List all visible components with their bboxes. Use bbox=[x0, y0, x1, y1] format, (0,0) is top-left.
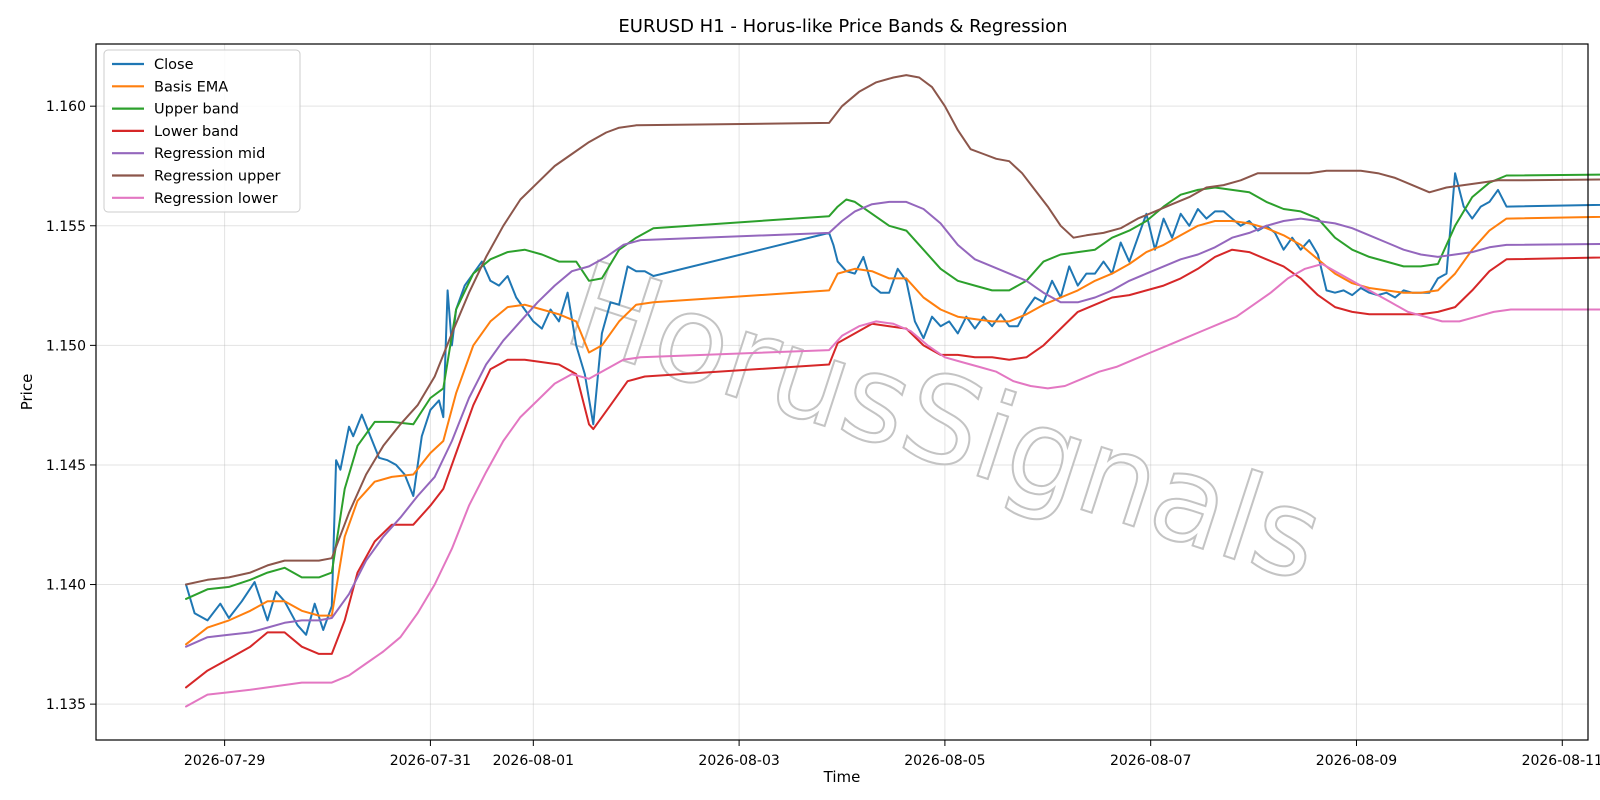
legend-box bbox=[103, 49, 301, 213]
plot-area-frame bbox=[95, 43, 1589, 741]
series-line-basis-ema bbox=[185, 215, 1600, 646]
y-tick-label: 1.150 bbox=[46, 338, 86, 354]
legend-label: Close bbox=[154, 57, 194, 73]
series-line-regression-upper bbox=[185, 74, 1600, 586]
legend-label: Basis EMA bbox=[154, 79, 228, 95]
legend-label: Regression upper bbox=[154, 169, 280, 185]
y-tick-label: 1.140 bbox=[46, 578, 86, 594]
x-tick-label: 2026-08-09 bbox=[1316, 753, 1397, 769]
series-line-upper-band bbox=[185, 173, 1600, 600]
y-tick-label: 1.135 bbox=[46, 697, 86, 713]
x-tick-label: 2026-07-29 bbox=[184, 753, 265, 769]
series-line-regression-mid bbox=[185, 200, 1600, 648]
series-line-lower-band bbox=[185, 248, 1600, 689]
legend-label: Lower band bbox=[154, 124, 239, 140]
y-tick-label: 1.160 bbox=[46, 99, 86, 115]
x-axis-title: Time bbox=[823, 768, 861, 786]
x-tick-label: 2026-08-11 bbox=[1522, 753, 1600, 769]
legend-label: Regression lower bbox=[154, 191, 278, 207]
y-axis: 1.135 1.140 1.145 1.150 1.155 1.160 bbox=[46, 99, 96, 713]
x-tick-label: 2026-08-01 bbox=[493, 753, 574, 769]
x-tick-label: 2026-07-31 bbox=[390, 753, 471, 769]
y-tick-label: 1.155 bbox=[46, 219, 86, 235]
legend-label: Regression mid bbox=[154, 146, 265, 162]
y-tick-label: 1.145 bbox=[46, 458, 86, 474]
y-axis-title: Price bbox=[18, 374, 36, 411]
series-line-regression-lower bbox=[185, 263, 1600, 708]
series-group bbox=[185, 74, 1600, 708]
x-tick-label: 2026-08-03 bbox=[698, 753, 779, 769]
x-tick-label: 2026-08-05 bbox=[904, 753, 985, 769]
legend-label: Upper band bbox=[154, 102, 239, 118]
x-axis: 2026-07-29 2026-07-31 2026-08-01 2026-08-03… bbox=[184, 740, 1600, 769]
chart-title: EURUSD H1 - Horus-like Price Bands & Reg… bbox=[618, 16, 1067, 37]
x-tick-label: 2026-08-07 bbox=[1110, 753, 1191, 769]
legend: Close Basis EMA Upper band Lower band Regres… bbox=[103, 49, 301, 213]
